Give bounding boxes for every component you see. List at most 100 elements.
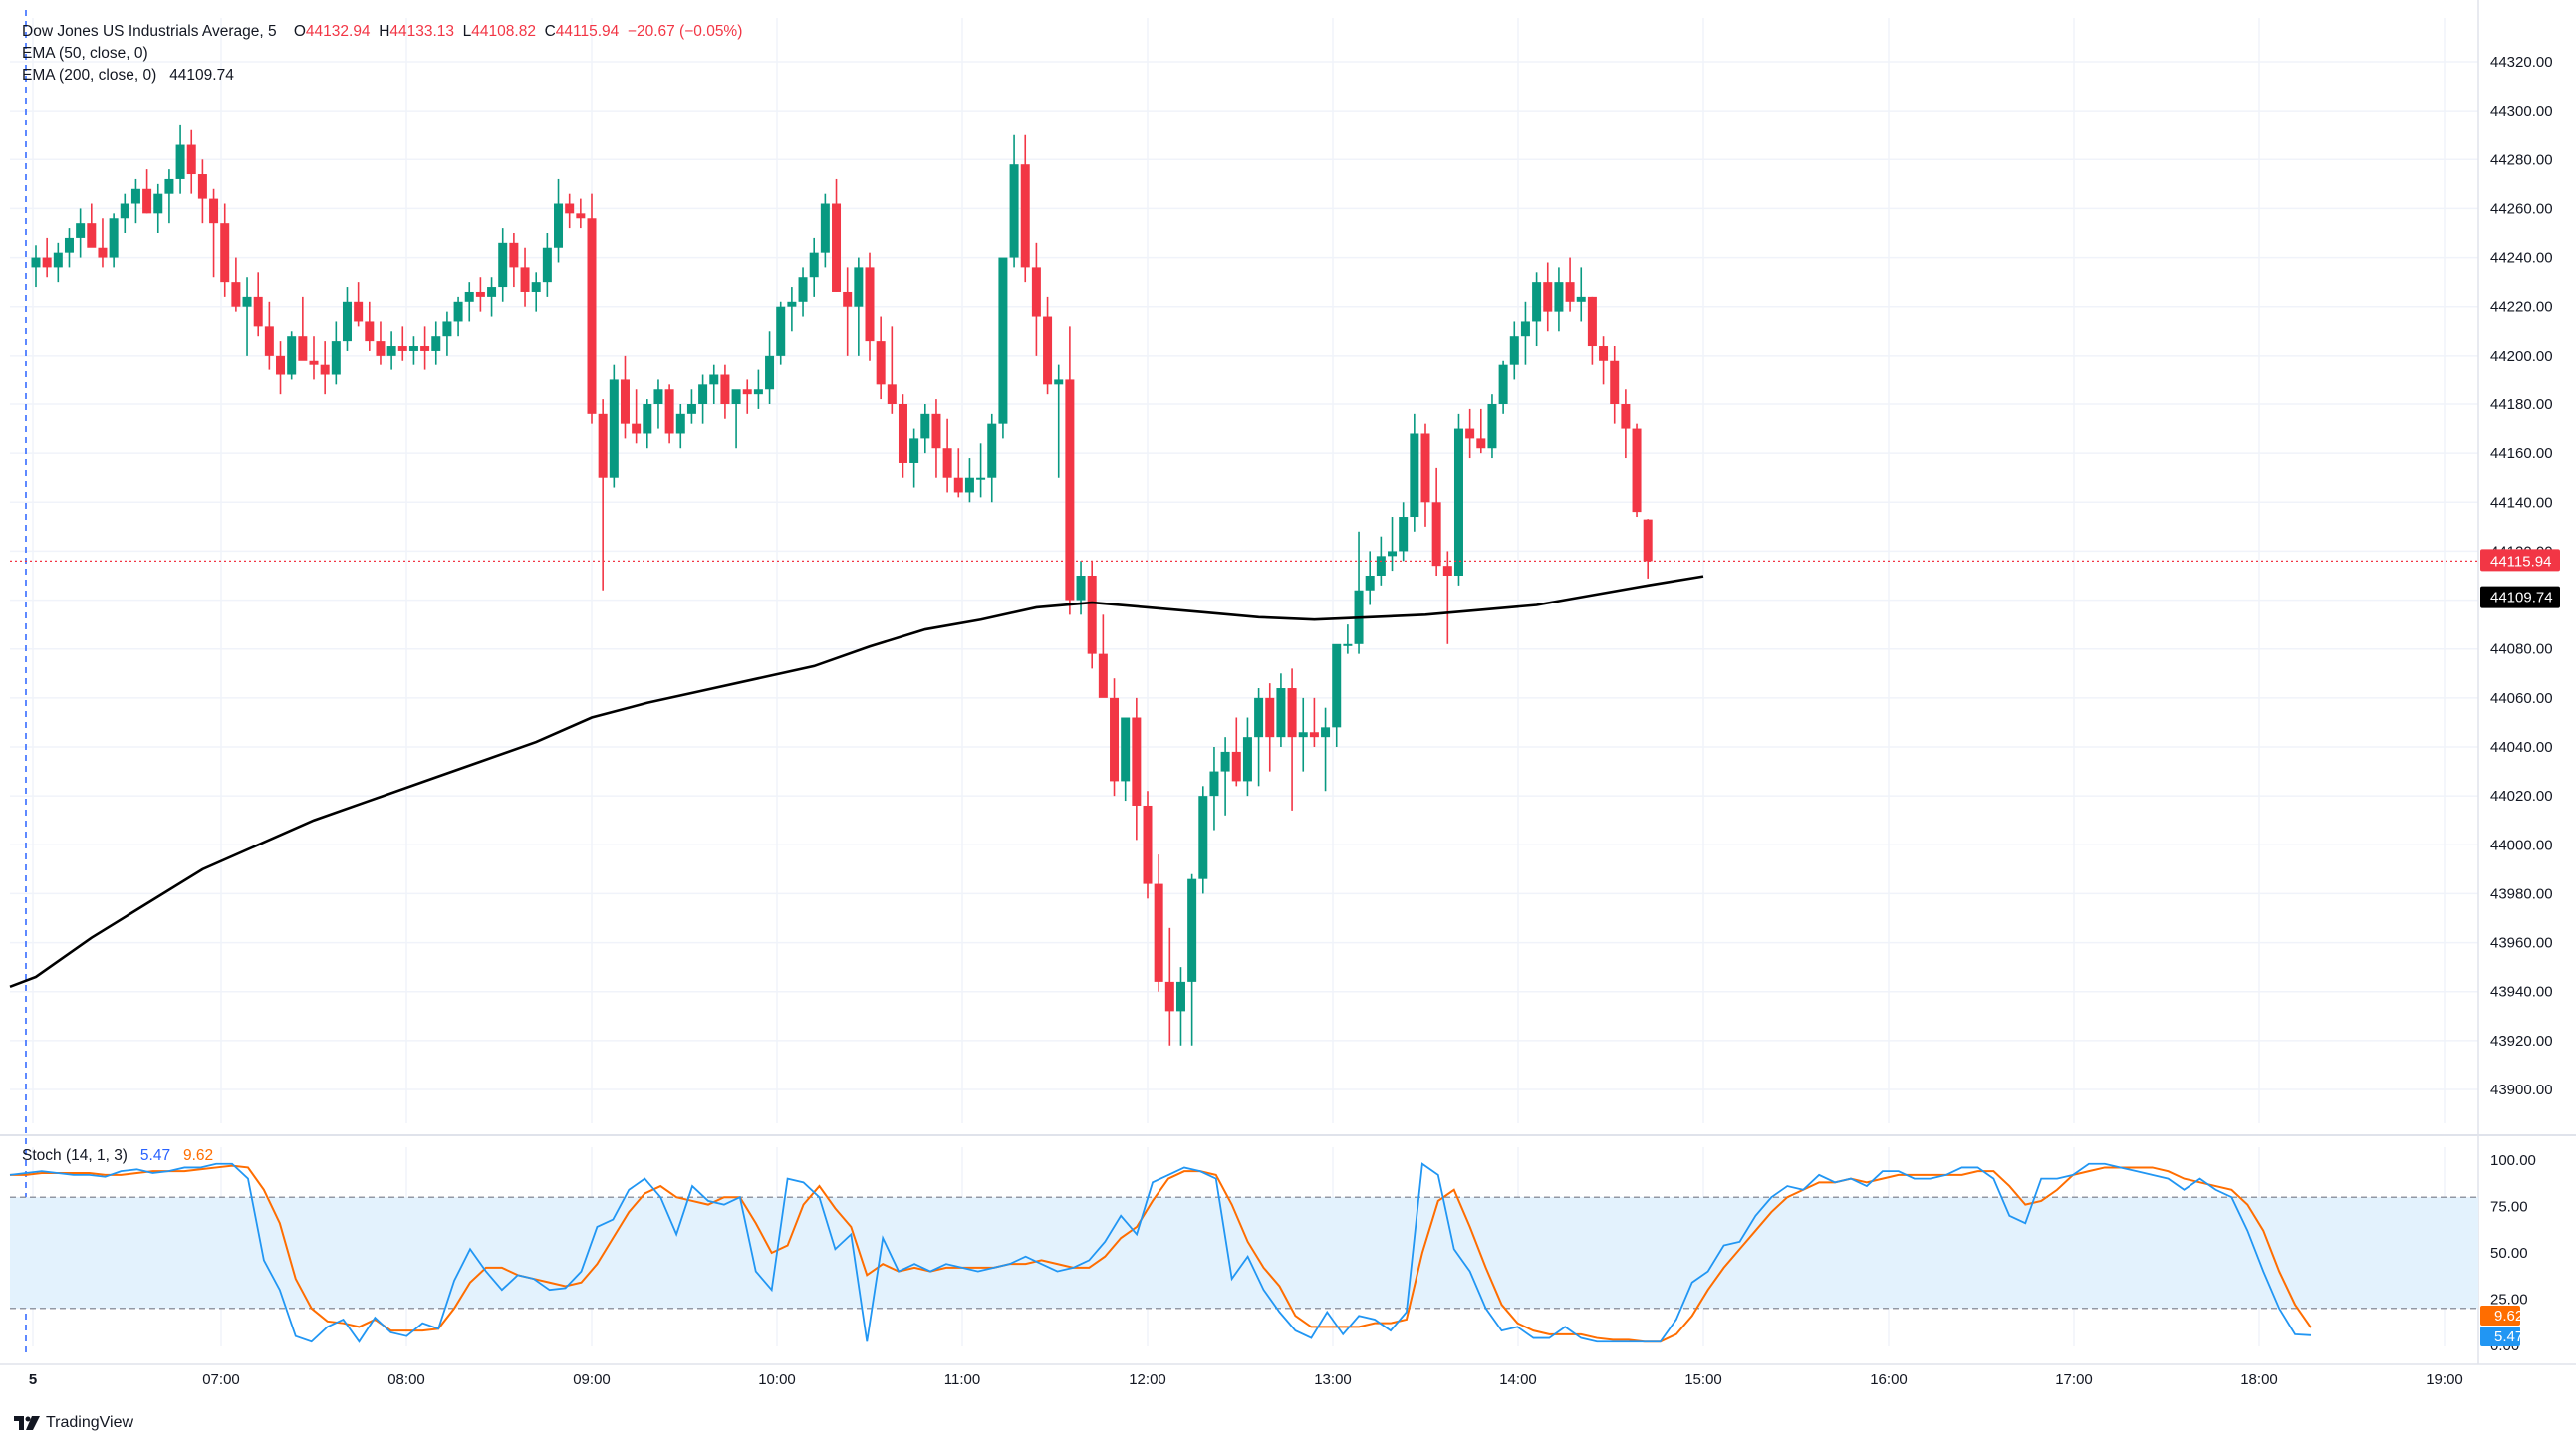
- price-tick-label: 43920.00: [2490, 1033, 2553, 1050]
- candle-body-down: [1164, 981, 1174, 1012]
- ema50-label: EMA (50, close, 0): [22, 45, 148, 62]
- candle-body-down: [1587, 296, 1597, 347]
- candle-body-up: [1498, 364, 1508, 404]
- candle-body-up: [130, 188, 140, 204]
- time-tick-label: 16:00: [1870, 1371, 1908, 1388]
- symbol-name[interactable]: Dow Jones US Industrials Average, 5: [22, 23, 277, 40]
- candle-body-down: [209, 198, 219, 224]
- close-value: 44115.94: [555, 23, 620, 40]
- candle-body-down: [1599, 346, 1609, 361]
- symbol-legend: Dow Jones US Industrials Average, 5 O441…: [22, 22, 742, 41]
- candle-body-up: [287, 336, 297, 375]
- candle-body-up: [1298, 732, 1308, 738]
- candle-body-down: [1043, 316, 1053, 385]
- candle-body-down: [509, 242, 519, 268]
- time-tick-label: 10:00: [758, 1371, 796, 1388]
- price-tick-label: 44060.00: [2490, 690, 2553, 707]
- candle-body-up: [1332, 643, 1342, 728]
- candle-body-down: [1476, 438, 1486, 449]
- candle-body-up: [1453, 428, 1463, 576]
- candle-body-down: [565, 203, 575, 214]
- candle-body-down: [320, 364, 330, 375]
- candle-body-down: [598, 413, 608, 478]
- high-label: H: [379, 23, 390, 40]
- candle-body-up: [342, 301, 352, 342]
- candle-body-up: [242, 296, 252, 307]
- candle-body-up: [453, 301, 463, 322]
- candle-body-down: [1420, 433, 1430, 503]
- candle-body-up: [531, 282, 541, 292]
- time-tick-label: 13:00: [1314, 1371, 1352, 1388]
- candle-body-up: [1076, 576, 1086, 601]
- stoch-tick-label: 100.00: [2490, 1152, 2536, 1169]
- candle-body-down: [1132, 717, 1142, 806]
- price-tick-label: 44080.00: [2490, 641, 2553, 658]
- stoch-legend[interactable]: Stoch (14, 1, 3) 5.47 9.62: [22, 1147, 213, 1165]
- candle-body-down: [1565, 282, 1575, 302]
- open-value: 44132.94: [305, 23, 371, 40]
- candle-body-up: [1321, 727, 1331, 738]
- candle-body-up: [175, 144, 185, 179]
- price-tick-label: 44180.00: [2490, 396, 2553, 413]
- ema200-price-label: 44109.74: [2490, 590, 2553, 606]
- time-tick-label: 17:00: [2055, 1371, 2093, 1388]
- candle-body-up: [731, 389, 741, 404]
- ema200-value: 44109.74: [169, 67, 234, 84]
- stoch-tick-label: 25.00: [2490, 1292, 2528, 1309]
- candle-body-down: [898, 404, 907, 463]
- low-label: L: [462, 23, 472, 40]
- candle-body-down: [1110, 697, 1120, 782]
- last-price-label: 44115.94: [2490, 553, 2551, 570]
- stoch-band: [10, 1197, 2478, 1309]
- time-tick-label: 12:00: [1129, 1371, 1166, 1388]
- candle-body-down: [1098, 653, 1108, 698]
- candle-body-up: [487, 287, 497, 297]
- stoch-d-value: 9.62: [183, 1147, 214, 1164]
- candle-body-down: [231, 282, 241, 307]
- candle-body-down: [1287, 688, 1297, 738]
- tradingview-brand[interactable]: TradingView: [14, 1414, 133, 1432]
- candle-body-up: [1209, 771, 1219, 797]
- stoch-d-label-bg: [2480, 1306, 2520, 1326]
- stoch-tick-label: 50.00: [2490, 1245, 2528, 1262]
- candle-body-up: [998, 257, 1008, 424]
- candle-body-down: [253, 296, 263, 327]
- time-tick-label: 15:00: [1684, 1371, 1722, 1388]
- candle-body-down: [1431, 502, 1441, 567]
- candle-body-up: [820, 203, 830, 253]
- price-tick-label: 44240.00: [2490, 250, 2553, 267]
- candle-body-up: [1121, 717, 1131, 782]
- price-tick-label: 44160.00: [2490, 445, 2553, 462]
- brand-name: TradingView: [46, 1414, 134, 1431]
- ema200-line: [9, 575, 1704, 989]
- price-tick-label: 44000.00: [2490, 837, 2553, 853]
- candle-body-down: [1031, 267, 1041, 317]
- candle-body-up: [1242, 737, 1252, 782]
- candle-body-down: [587, 218, 597, 414]
- candle-body-up: [964, 477, 974, 493]
- stoch-k-label-bg: [2480, 1327, 2520, 1346]
- candle-body-down: [42, 257, 52, 268]
- candle-body-down: [1020, 164, 1030, 268]
- candle-body-up: [53, 252, 63, 268]
- candle-body-up: [1376, 556, 1386, 576]
- ema200-legend[interactable]: EMA (200, close, 0) 44109.74: [22, 66, 234, 85]
- ema50-legend[interactable]: EMA (50, close, 0): [22, 44, 148, 63]
- stoch-k-last-label: 5.47: [2494, 1328, 2523, 1345]
- low-value: 44108.82: [471, 23, 536, 40]
- candle-body-down: [620, 379, 630, 424]
- time-tick-label: 08:00: [387, 1371, 425, 1388]
- candle-body-down: [1442, 566, 1452, 576]
- candle-body-up: [554, 203, 564, 248]
- price-tick-label: 44260.00: [2490, 200, 2553, 217]
- candle-body-up: [920, 413, 930, 439]
- candle-body-down: [264, 326, 274, 356]
- ema200-price-label-bg: [2480, 586, 2560, 608]
- high-value: 44133.13: [389, 23, 455, 40]
- candle-body-up: [442, 321, 452, 337]
- candle-body-up: [1532, 282, 1542, 322]
- candle-body-down: [576, 213, 586, 219]
- last-price-label-bg: [2480, 549, 2560, 572]
